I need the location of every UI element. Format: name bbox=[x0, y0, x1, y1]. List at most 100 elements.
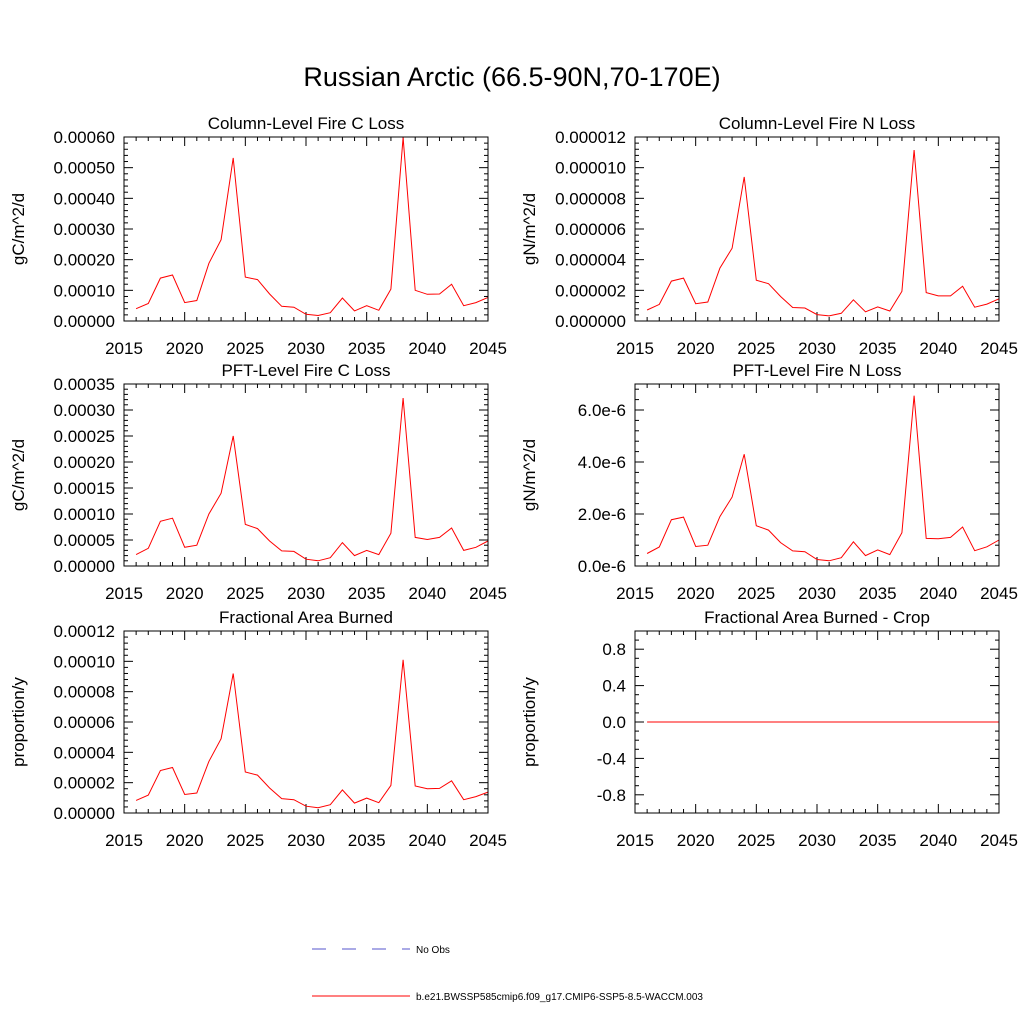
chart-panel-6: Fractional Area Burned - Crop proportion/… bbox=[520, 608, 1018, 850]
x-tick-label: 2015 bbox=[616, 339, 654, 358]
y-tick-label: 0.00010 bbox=[54, 652, 115, 671]
y-tick-label: 0.0 bbox=[602, 713, 626, 732]
plot-frame bbox=[123, 630, 489, 814]
x-tick-label: 2025 bbox=[226, 584, 264, 603]
x-tick-label: 2020 bbox=[166, 831, 204, 850]
x-tick-label: 2040 bbox=[408, 831, 446, 850]
y-tick-label: 6.0e-6 bbox=[578, 401, 626, 420]
x-tick-label: 2025 bbox=[226, 339, 264, 358]
x-tick-label: 2045 bbox=[980, 584, 1018, 603]
y-tick-label: -0.8 bbox=[597, 786, 626, 805]
y-axis-label: gN/m^2/d bbox=[520, 193, 539, 265]
panel-title: Column-Level Fire C Loss bbox=[208, 114, 405, 133]
panel-title: PFT-Level Fire N Loss bbox=[732, 361, 901, 380]
y-tick-label: 0.00002 bbox=[54, 774, 115, 793]
y-tick-label: 0.00010 bbox=[54, 505, 115, 524]
y-axis-label: gN/m^2/d bbox=[520, 439, 539, 511]
x-tick-label: 2045 bbox=[469, 339, 507, 358]
chart-panel-3: PFT-Level Fire C Loss gC/m^2/d 2015 2020 202… bbox=[9, 361, 507, 603]
y-tick-label: 2.0e-6 bbox=[578, 505, 626, 524]
x-tick-label: 2035 bbox=[859, 584, 897, 603]
y-tick-label: 0.00000 bbox=[54, 557, 115, 576]
x-tick-label: 2015 bbox=[105, 339, 143, 358]
y-tick-label: 0.000002 bbox=[555, 281, 626, 300]
y-tick-label: 0.000010 bbox=[555, 159, 626, 178]
series-line-1 bbox=[646, 149, 1000, 317]
x-tick-label: 2030 bbox=[798, 584, 836, 603]
x-tick-label: 2035 bbox=[348, 831, 386, 850]
x-tick-label: 2020 bbox=[677, 584, 715, 603]
chart-panel-5: Fractional Area Burned proportion/y 2015 20… bbox=[9, 608, 507, 850]
chart-panel-4: PFT-Level Fire N Loss gN/m^2/d 2015 2020 202… bbox=[520, 361, 1018, 603]
y-tick-label: 0.00040 bbox=[54, 189, 115, 208]
x-tick-label: 2030 bbox=[798, 339, 836, 358]
x-tick-label: 2040 bbox=[919, 831, 957, 850]
plot-frame bbox=[634, 383, 1000, 567]
y-tick-label: 0.0e-6 bbox=[578, 557, 626, 576]
series-line-1 bbox=[135, 659, 489, 809]
y-tick-label: 0.00015 bbox=[54, 479, 115, 498]
y-tick-label: 0.00035 bbox=[54, 375, 115, 394]
legend-label-1: No Obs bbox=[416, 945, 450, 956]
x-tick-label: 2045 bbox=[980, 339, 1018, 358]
x-tick-label: 2045 bbox=[980, 831, 1018, 850]
x-tick-label: 2030 bbox=[798, 831, 836, 850]
y-axis-label: proportion/y bbox=[9, 677, 28, 767]
chart-panel-1: Column-Level Fire C Loss gC/m^2/d 2015 2020… bbox=[9, 114, 507, 358]
panel-title: Fractional Area Burned bbox=[219, 608, 393, 627]
x-tick-label: 2035 bbox=[859, 831, 897, 850]
y-tick-label: 0.00010 bbox=[54, 281, 115, 300]
x-tick-label: 2020 bbox=[677, 831, 715, 850]
plot-frame bbox=[123, 383, 489, 567]
legend: No Obs b.e21.BWSSP585cmip6.f09_g17.CMIP6-… bbox=[312, 945, 703, 1003]
panel-title: Column-Level Fire N Loss bbox=[719, 114, 916, 133]
x-tick-label: 2015 bbox=[616, 831, 654, 850]
x-tick-label: 2030 bbox=[287, 584, 325, 603]
x-tick-label: 2035 bbox=[859, 339, 897, 358]
panel-title: PFT-Level Fire C Loss bbox=[221, 361, 390, 380]
y-tick-label: 0.000012 bbox=[555, 128, 626, 147]
chart-panel-2: Column-Level Fire N Loss gN/m^2/d 2015 2020… bbox=[520, 114, 1018, 358]
x-tick-label: 2025 bbox=[737, 339, 775, 358]
plot-frame bbox=[634, 630, 1000, 814]
y-tick-label: 0.000000 bbox=[555, 312, 626, 331]
plot-frame bbox=[123, 136, 489, 322]
y-tick-label: 0.000008 bbox=[555, 189, 626, 208]
y-tick-label: 0.00000 bbox=[54, 804, 115, 823]
y-tick-label: 0.00000 bbox=[54, 312, 115, 331]
y-tick-label: 0.00030 bbox=[54, 401, 115, 420]
legend-label-2: b.e21.BWSSP585cmip6.f09_g17.CMIP6-SSP5-8… bbox=[416, 992, 703, 1003]
series-line-1 bbox=[135, 137, 489, 317]
y-tick-label: 0.00012 bbox=[54, 622, 115, 641]
x-tick-label: 2025 bbox=[737, 831, 775, 850]
y-tick-label: 0.000006 bbox=[555, 220, 626, 239]
y-axis-label: proportion/y bbox=[520, 677, 539, 767]
y-tick-label: 0.00004 bbox=[54, 743, 115, 762]
x-tick-label: 2020 bbox=[166, 339, 204, 358]
x-tick-label: 2040 bbox=[408, 584, 446, 603]
x-tick-label: 2045 bbox=[469, 584, 507, 603]
x-tick-label: 2040 bbox=[408, 339, 446, 358]
y-tick-label: 0.00025 bbox=[54, 427, 115, 446]
y-tick-label: 0.00005 bbox=[54, 531, 115, 550]
x-tick-label: 2040 bbox=[919, 339, 957, 358]
y-tick-label: 0.4 bbox=[602, 677, 626, 696]
y-axis-label: gC/m^2/d bbox=[9, 439, 28, 511]
y-axis-label: gC/m^2/d bbox=[9, 193, 28, 265]
series-line-1 bbox=[646, 395, 1000, 562]
x-tick-label: 2035 bbox=[348, 339, 386, 358]
x-tick-label: 2030 bbox=[287, 339, 325, 358]
x-tick-label: 2030 bbox=[287, 831, 325, 850]
y-tick-label: 0.8 bbox=[602, 640, 626, 659]
x-tick-label: 2025 bbox=[226, 831, 264, 850]
figure-title: Russian Arctic (66.5-90N,70-170E) bbox=[303, 62, 721, 92]
y-tick-label: 0.00006 bbox=[54, 713, 115, 732]
y-tick-label: 0.00020 bbox=[54, 251, 115, 270]
x-tick-label: 2035 bbox=[348, 584, 386, 603]
x-tick-label: 2020 bbox=[677, 339, 715, 358]
series-line-1 bbox=[135, 397, 489, 562]
y-tick-label: 4.0e-6 bbox=[578, 453, 626, 472]
x-tick-label: 2025 bbox=[737, 584, 775, 603]
x-tick-label: 2015 bbox=[105, 584, 143, 603]
